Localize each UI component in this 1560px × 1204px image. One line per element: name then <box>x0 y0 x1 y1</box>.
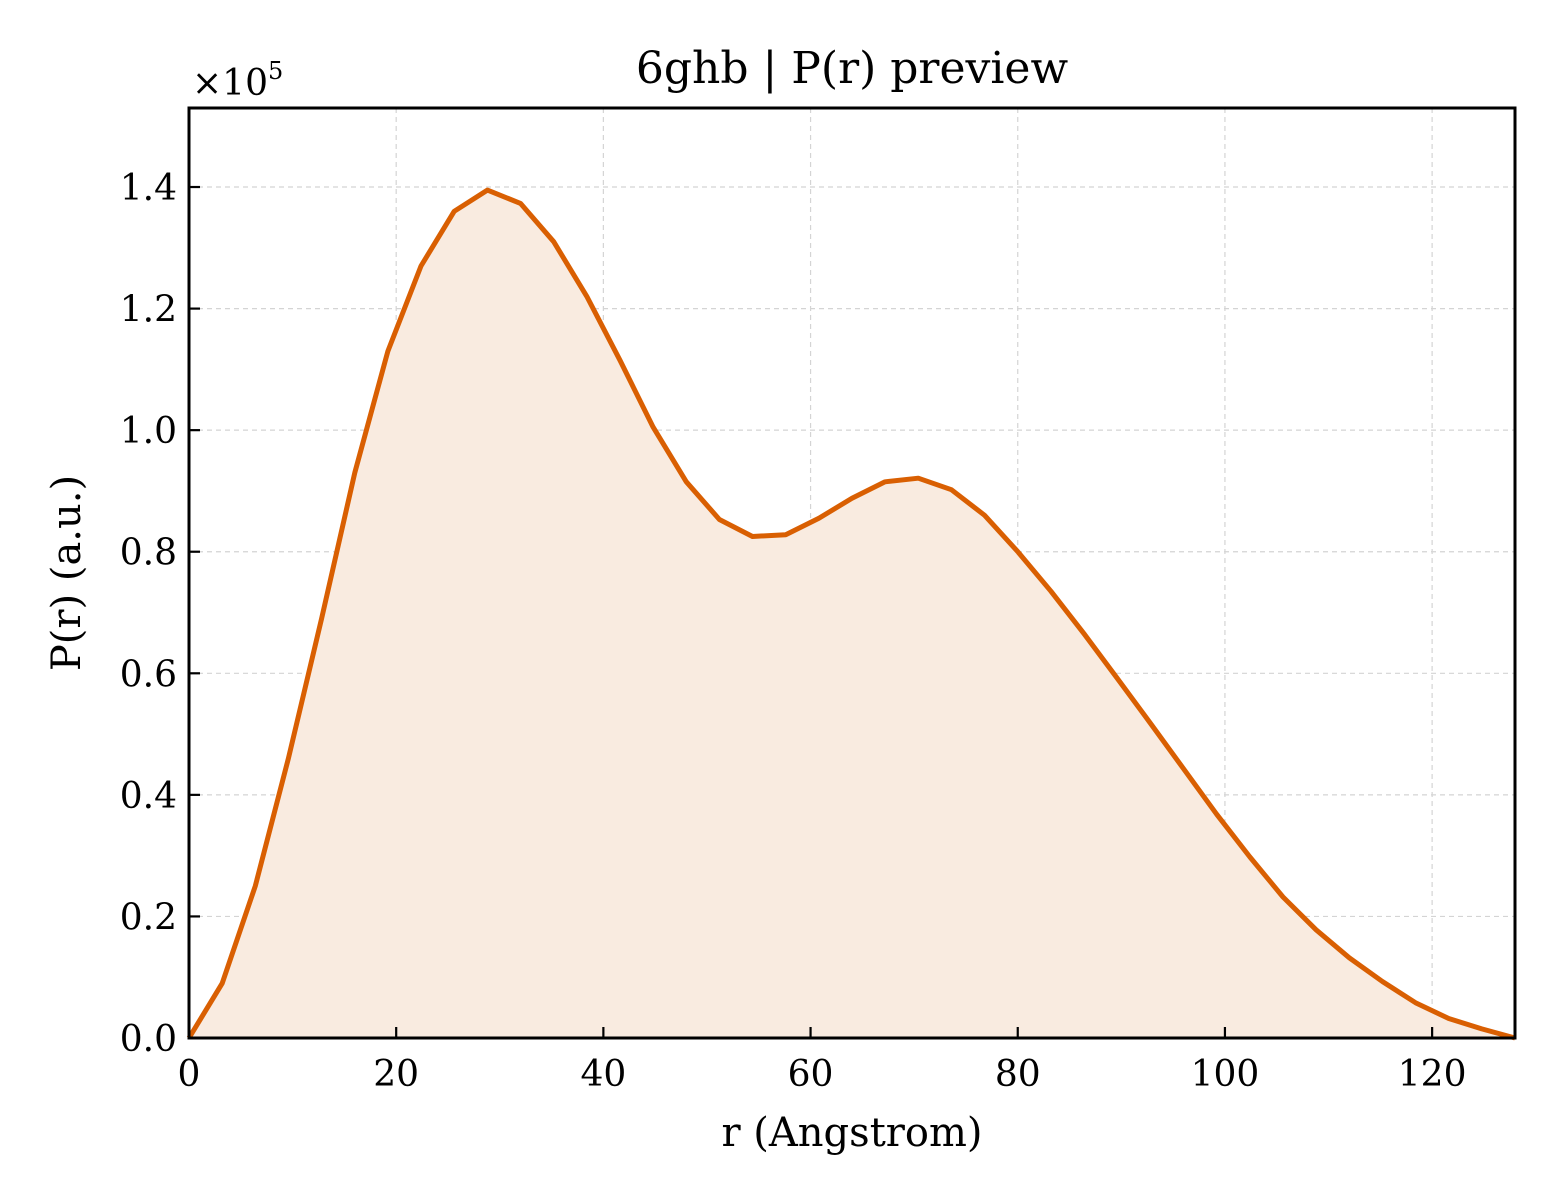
x-tick-label: 40 <box>580 1054 626 1095</box>
pr-area-fill <box>189 190 1515 1039</box>
pr-series-line <box>186 187 1516 1041</box>
x-tick-label: 20 <box>373 1054 419 1095</box>
y-tick-label: 0.6 <box>120 654 177 695</box>
y-tick-label: 0.4 <box>120 776 177 817</box>
y-axis-multiplier-exponent: 5 <box>268 57 283 85</box>
x-axis-label: r (Angstrom) <box>721 1110 982 1156</box>
y-tick-label: 1.4 <box>120 168 177 209</box>
y-tick-label: 0.2 <box>120 897 177 938</box>
x-tick-label: 80 <box>995 1054 1041 1095</box>
x-tick-label: 120 <box>1398 1054 1467 1095</box>
plot-frame <box>187 106 1517 1040</box>
y-axis-label: P(r) (a.u.) <box>44 475 90 671</box>
x-tick-label: 0 <box>178 1054 201 1095</box>
x-tick-label: 100 <box>1191 1054 1260 1095</box>
y-tick-label: 0.8 <box>120 533 177 574</box>
y-tick-label: 1.2 <box>120 290 177 331</box>
y-axis-multiplier: ×105 <box>192 57 283 104</box>
y-tick-label: 1.0 <box>120 411 177 452</box>
y-tick-label: 0.0 <box>120 1019 177 1060</box>
axis-ticks: 0 20 40 60 80 100 120 0.0 0.2 0.4 0.6 0.8 1.0 1.2 1.4 <box>120 168 1467 1095</box>
chart-title: 6ghb | P(r) preview <box>636 43 1069 94</box>
x-tick-label: 60 <box>788 1054 834 1095</box>
y-axis-multiplier-base: ×10 <box>192 63 268 104</box>
